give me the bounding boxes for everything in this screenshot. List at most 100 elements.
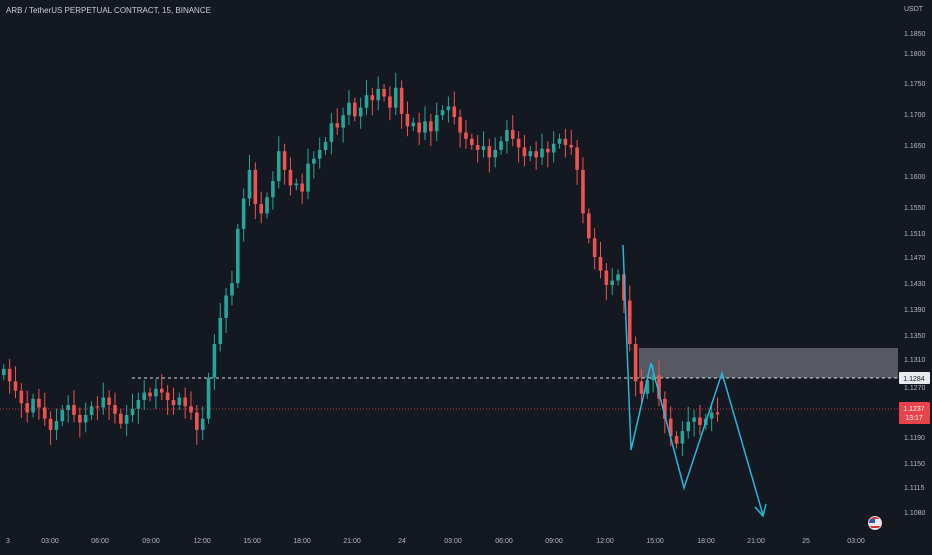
candle-body — [516, 138, 521, 148]
candle-body — [72, 405, 76, 415]
candle-body — [645, 380, 650, 394]
candle-body — [411, 122, 416, 127]
candle-body — [657, 375, 661, 399]
candle-body — [569, 144, 574, 148]
candle-body — [177, 397, 182, 406]
candle-body — [113, 405, 117, 414]
candle-body — [627, 300, 632, 345]
time-tick-label: 24 — [398, 538, 406, 545]
candle-body — [715, 412, 720, 415]
candle-body — [218, 317, 223, 345]
candle-body — [347, 102, 351, 116]
candle-body — [423, 121, 427, 133]
candle-body — [31, 398, 35, 413]
candle-body — [154, 388, 158, 397]
price-tick-label: 1.1430 — [904, 281, 926, 288]
candle-body — [107, 397, 111, 406]
candle-body — [639, 381, 644, 394]
candle-body — [686, 421, 691, 432]
candle-body — [680, 431, 685, 444]
price-tick-label: 1.1350 — [904, 333, 926, 340]
candle-body — [604, 270, 609, 285]
candle-body — [663, 398, 667, 419]
time-tick-label: 06:00 — [91, 538, 109, 545]
candle-body — [282, 151, 287, 170]
current-price-label: 1.1237 — [903, 406, 925, 413]
candle-body — [388, 96, 392, 108]
candle-body — [212, 344, 217, 378]
level-price-label: 1.1284 — [903, 376, 925, 383]
candle-body — [66, 405, 70, 410]
candle-body — [7, 368, 12, 382]
candle-body — [19, 390, 24, 404]
current-price-badge — [899, 402, 930, 424]
candle-body — [709, 412, 714, 419]
candle-body — [195, 412, 199, 430]
candle-body — [200, 418, 205, 430]
candle-body — [598, 256, 603, 271]
candle-body — [499, 141, 503, 150]
projection-arrow-icon — [754, 503, 767, 518]
time-tick-label: 12:00 — [193, 538, 211, 545]
price-tick-label: 1.1510 — [904, 231, 926, 238]
candle-body — [37, 398, 41, 408]
candle-body — [405, 113, 410, 127]
candle-body — [312, 158, 316, 164]
time-tick-label: 09:00 — [142, 538, 160, 545]
candle-body — [446, 106, 451, 111]
candle-body — [183, 397, 187, 407]
price-tick-label: 1.1080 — [904, 510, 926, 517]
candle-body — [581, 169, 585, 214]
candle-body — [236, 228, 240, 284]
candle-body — [189, 406, 193, 413]
candle-body — [505, 130, 509, 142]
candle-body — [440, 110, 445, 116]
candle-body — [452, 106, 457, 117]
candle-body — [136, 400, 141, 409]
candle-body — [399, 87, 404, 114]
price-tick-label: 1.1850 — [904, 31, 926, 38]
time-tick-label: 3 — [6, 538, 10, 545]
candle-body — [376, 88, 380, 101]
candle-body — [300, 183, 304, 192]
candle-body — [48, 418, 53, 430]
candle-body — [2, 368, 6, 376]
candle-body — [78, 414, 82, 423]
candle-body — [83, 414, 88, 423]
candle-body — [25, 403, 29, 413]
supply-zone — [639, 348, 898, 378]
price-tick-label: 1.1470 — [904, 255, 926, 262]
candle-body — [475, 144, 480, 150]
candle-body — [563, 138, 568, 145]
time-tick-label: 15:00 — [646, 538, 664, 545]
candle-body — [674, 436, 679, 444]
candle-body — [165, 392, 170, 401]
candle-body — [622, 274, 626, 301]
candle-body — [417, 122, 421, 133]
candle-body — [329, 123, 334, 142]
candle-body — [668, 418, 673, 437]
candle-body — [253, 169, 258, 205]
candle-body — [616, 274, 620, 281]
candle-body — [429, 121, 433, 132]
candle-body — [434, 115, 439, 132]
candle-body — [335, 123, 340, 128]
candle-body — [353, 102, 357, 117]
candle-body — [230, 283, 234, 296]
price-tick-label: 1.1700 — [904, 112, 926, 119]
candle-body — [306, 163, 310, 192]
time-tick-label: 03:00 — [41, 538, 59, 545]
candle-body — [464, 132, 468, 139]
time-tick-label: 09:00 — [545, 538, 563, 545]
candle-body — [323, 141, 328, 150]
candle-body — [458, 116, 462, 133]
candle-body — [142, 392, 146, 401]
candle-body — [101, 397, 106, 408]
time-tick-label: 12:00 — [596, 538, 614, 545]
candle-body — [13, 381, 18, 391]
us-flag-icon[interactable] — [868, 516, 882, 530]
candle-body — [42, 407, 47, 419]
candle-body — [89, 406, 94, 415]
